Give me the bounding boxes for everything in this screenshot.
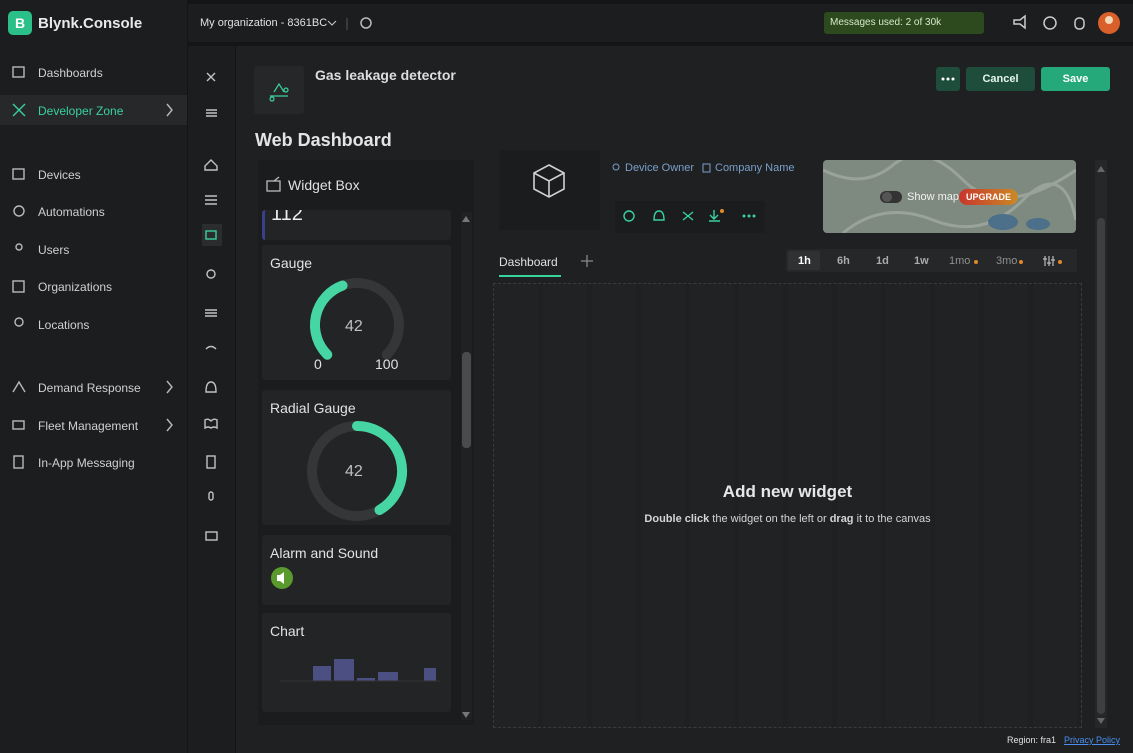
nav-item[interactable]: Demand Response xyxy=(38,381,141,395)
widget-name: Chart xyxy=(270,623,305,639)
section-title: Web Dashboard xyxy=(255,130,392,150)
widget-name: Alarm and Sound xyxy=(270,545,379,561)
widget-name: Gauge xyxy=(270,255,313,271)
dashboard-tab[interactable]: Dashboard xyxy=(499,255,558,269)
nav-item[interactable]: Automations xyxy=(38,205,105,219)
canvas-hint: Double click the widget on the left or d… xyxy=(493,513,1082,525)
widget-value: 112 xyxy=(271,210,303,225)
hint-bold: Double click xyxy=(644,513,710,525)
nav-item[interactable]: In-App Messaging xyxy=(38,456,135,470)
upgrade-badge[interactable]: UPGRADE xyxy=(959,189,1018,205)
nav-icons xyxy=(12,66,173,469)
messages-used[interactable]: Messages used: 2 of 30k xyxy=(824,12,984,34)
add-tab[interactable] xyxy=(580,254,594,268)
widget-box-icon xyxy=(266,176,281,192)
privacy-link[interactable]: Privacy Policy xyxy=(1064,735,1121,745)
save-button[interactable]: Save xyxy=(1041,67,1110,91)
gauge-min: 0 xyxy=(314,356,322,372)
tool-column xyxy=(188,46,235,753)
brand-name[interactable]: Blynk.Console xyxy=(38,15,143,32)
device-owner-link[interactable]: Device Owner xyxy=(625,162,695,174)
gauge-value: 42 xyxy=(345,318,363,335)
device-header xyxy=(499,150,765,233)
more-button[interactable] xyxy=(936,67,960,91)
scrollbar xyxy=(1095,160,1107,728)
time-range[interactable]: 3mo xyxy=(996,255,1018,267)
widget-previews xyxy=(271,212,472,720)
template-name[interactable]: Gas leakage detector xyxy=(315,67,456,83)
tool-icons[interactable] xyxy=(188,46,235,556)
nav-item[interactable]: Dashboards xyxy=(38,66,103,80)
region: Region: fra1 xyxy=(1007,735,1057,745)
company-name-link[interactable]: Company Name xyxy=(715,162,795,174)
sidebar xyxy=(0,0,187,753)
widget-card[interactable]: 112 xyxy=(262,210,451,240)
time-range[interactable]: 1d xyxy=(876,255,889,267)
nav-item[interactable]: Developer Zone xyxy=(38,104,124,118)
nav-item[interactable]: Locations xyxy=(38,318,90,332)
canvas-title: Add new widget xyxy=(722,482,853,501)
tab-underline xyxy=(499,275,561,277)
nav-item[interactable]: Devices xyxy=(38,168,81,182)
nav-item[interactable]: Organizations xyxy=(38,280,113,294)
widget-card[interactable]: Radial Gauge xyxy=(262,390,451,525)
nav-item[interactable]: Users xyxy=(38,243,70,257)
time-range[interactable]: 6h xyxy=(837,255,850,267)
time-range[interactable]: 1h xyxy=(798,255,811,267)
cancel-button[interactable]: Cancel xyxy=(966,67,1035,91)
time-range[interactable]: 1w xyxy=(914,255,929,267)
nav-active-bg xyxy=(0,95,187,125)
time-range[interactable]: 1mo xyxy=(949,255,971,267)
widget-name: Radial Gauge xyxy=(270,400,356,416)
hint-text: it to the canvas xyxy=(853,513,931,525)
widget-card[interactable]: Chart xyxy=(262,613,451,712)
topbar-actions[interactable] xyxy=(1010,12,1133,36)
widget-card[interactable]: Alarm and Sound xyxy=(262,535,451,605)
time-range-selected xyxy=(788,251,820,270)
time-range-extras[interactable] xyxy=(970,254,1070,268)
template-icon xyxy=(254,66,304,114)
dashboard-canvas[interactable] xyxy=(493,283,1082,728)
widget-box-title: Widget Box xyxy=(288,177,360,193)
gauge-max: 100 xyxy=(375,356,399,372)
time-range-bar xyxy=(786,249,1077,272)
org-selector[interactable]: My organization - 8361BC xyxy=(200,17,328,29)
hint-text: the widget on the left or xyxy=(709,513,830,525)
logo[interactable]: B xyxy=(8,11,32,35)
show-map-toggle[interactable]: Show map xyxy=(907,191,959,203)
widget-card[interactable]: Gauge xyxy=(262,245,451,380)
hint-bold: drag xyxy=(829,513,854,525)
radial-gauge-value: 42 xyxy=(345,463,363,480)
nav-item[interactable]: Fleet Management xyxy=(38,419,139,433)
map-preview xyxy=(823,160,1076,233)
topbar-icons xyxy=(327,17,372,30)
